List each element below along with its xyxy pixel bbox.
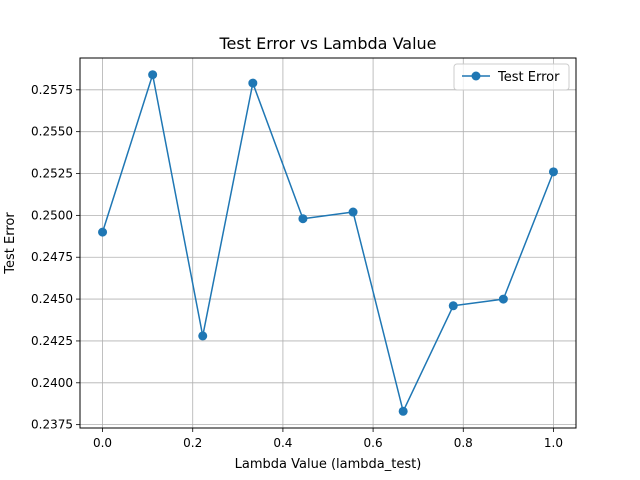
y-tick-label: 0.2450 <box>31 292 73 306</box>
x-tick-label: 0.6 <box>364 436 383 450</box>
y-tick-label: 0.2575 <box>31 83 73 97</box>
plot-frame <box>79 57 577 429</box>
x-tick-label: 1.0 <box>544 436 563 450</box>
chart-title: Test Error vs Lambda Value <box>218 34 436 53</box>
data-point <box>298 214 308 224</box>
x-tick-label: 0.8 <box>454 436 473 450</box>
data-point <box>248 78 258 88</box>
data-point <box>448 301 458 311</box>
x-tick-label: 0.2 <box>183 436 202 450</box>
data-point <box>398 406 408 416</box>
data-point <box>148 70 158 80</box>
data-point <box>548 167 558 177</box>
legend: Test Error <box>453 63 570 91</box>
x-tick-label: 0.0 <box>93 436 112 450</box>
y-tick-label: 0.2475 <box>31 250 73 264</box>
y-tick-label: 0.2500 <box>31 208 73 222</box>
series-layer <box>98 70 558 416</box>
x-axis-label: Lambda Value (lambda_test) <box>235 457 422 472</box>
series-line <box>101 73 555 413</box>
data-point <box>198 331 208 341</box>
data-point <box>98 227 108 237</box>
legend-marker-icon <box>471 71 481 81</box>
x-tick-label: 0.4 <box>273 436 292 450</box>
axis-ticks: 0.0 0.2 0.4 0.6 0.8 1.0 0.2375 0.2400 0.2425 0.24… <box>31 83 563 450</box>
y-tick-label: 0.2525 <box>31 167 73 181</box>
y-tick-label: 0.2375 <box>31 418 73 432</box>
data-point <box>498 294 508 304</box>
y-tick-label: 0.2425 <box>31 334 73 348</box>
y-tick-label: 0.2550 <box>31 125 73 139</box>
y-axis-label: Test Error <box>3 212 18 275</box>
legend-label: Test Error <box>497 70 560 85</box>
legend-box <box>453 63 570 91</box>
y-tick-label: 0.2400 <box>31 376 73 390</box>
data-point <box>348 207 358 217</box>
grid <box>80 58 576 428</box>
